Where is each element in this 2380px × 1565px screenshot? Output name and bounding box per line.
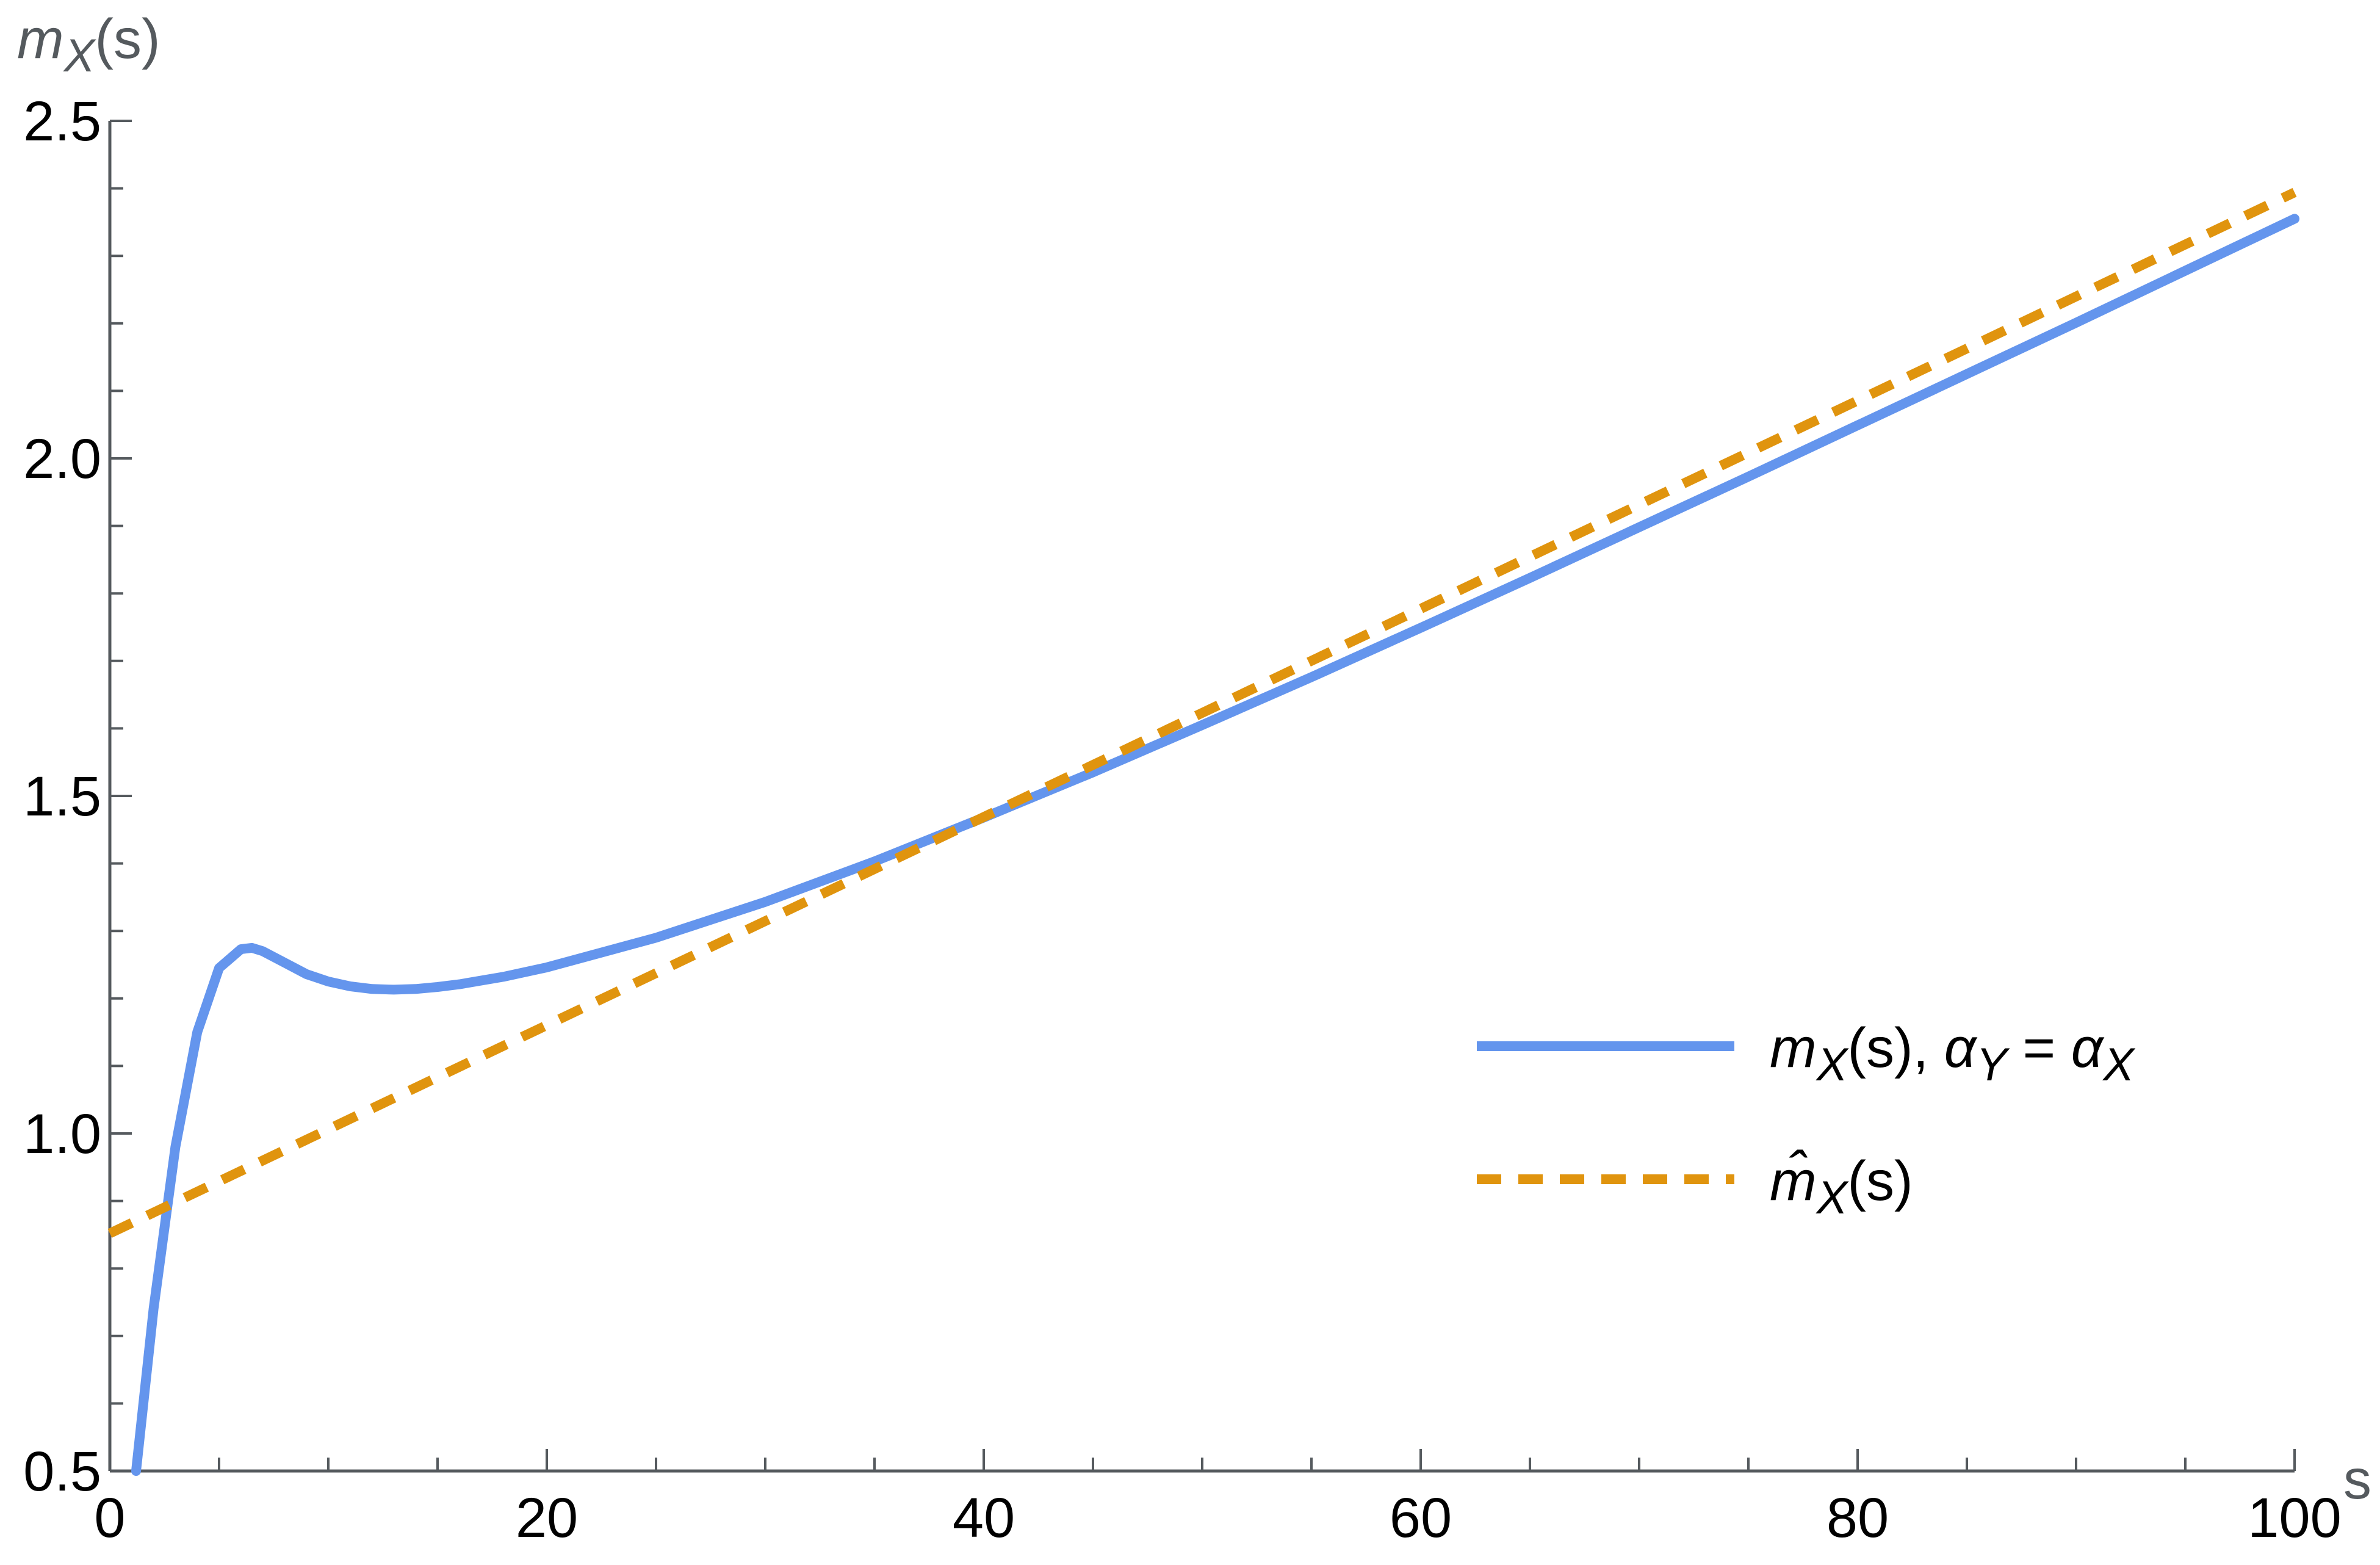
legend-solid-base: m [1770, 1017, 1817, 1079]
legend-solid-alpha2: α [2071, 1017, 2105, 1079]
y-tick-label: 2.0 [23, 428, 101, 490]
series-line-solid [131, 214, 2299, 1476]
x-tick-label: 40 [953, 1487, 1015, 1549]
x-tick-label: 60 [1390, 1487, 1452, 1549]
ticks: 0 20 40 60 80 100 0.5 1.0 1.5 2.0 2.5 [23, 90, 2342, 1549]
x-tick-label: 20 [516, 1487, 578, 1549]
x-tick-label: 80 [1826, 1487, 1889, 1549]
series-line-dashed [107, 187, 2297, 1238]
y-tick-label: 2.5 [23, 90, 101, 153]
y-axis-title-base: m [17, 8, 64, 70]
legend-solid-eq: = [2007, 1017, 2071, 1079]
legend-solid-alpha1-sub: Y [1976, 1039, 2010, 1091]
axes [108, 121, 2295, 1473]
legend: mX(s), αY = αX m̂X(s) [1477, 1017, 2136, 1224]
legend-solid-alpha1: α [1944, 1017, 1978, 1079]
y-tick-label: 1.0 [23, 1103, 101, 1165]
y-tick-label: 1.5 [23, 765, 101, 828]
legend-solid-alpha2-sub: X [2102, 1039, 2136, 1091]
legend-label-solid: mX(s), αY = αX [1770, 1017, 2136, 1091]
legend-solid-sub: X [1816, 1039, 1850, 1091]
legend-dashed-sub: X [1816, 1172, 1850, 1224]
legend-dashed-arg: (s) [1847, 1150, 1913, 1212]
x-axis-title: s [2343, 1448, 2371, 1511]
legend-solid-arg: (s), [1847, 1017, 1944, 1079]
legend-label-dashed: m̂X(s) [1770, 1149, 1913, 1224]
y-axis-title-arg: (s) [95, 8, 160, 70]
x-tick-label: 0 [94, 1487, 125, 1549]
y-axis-title: mX(s) [17, 8, 160, 82]
x-tick-label: 100 [2248, 1487, 2342, 1549]
series-layer [107, 187, 2299, 1476]
y-tick-label: 0.5 [23, 1440, 101, 1503]
legend-dashed-base: m̂ [1770, 1149, 1817, 1212]
y-axis-title-sub: X [63, 30, 97, 82]
